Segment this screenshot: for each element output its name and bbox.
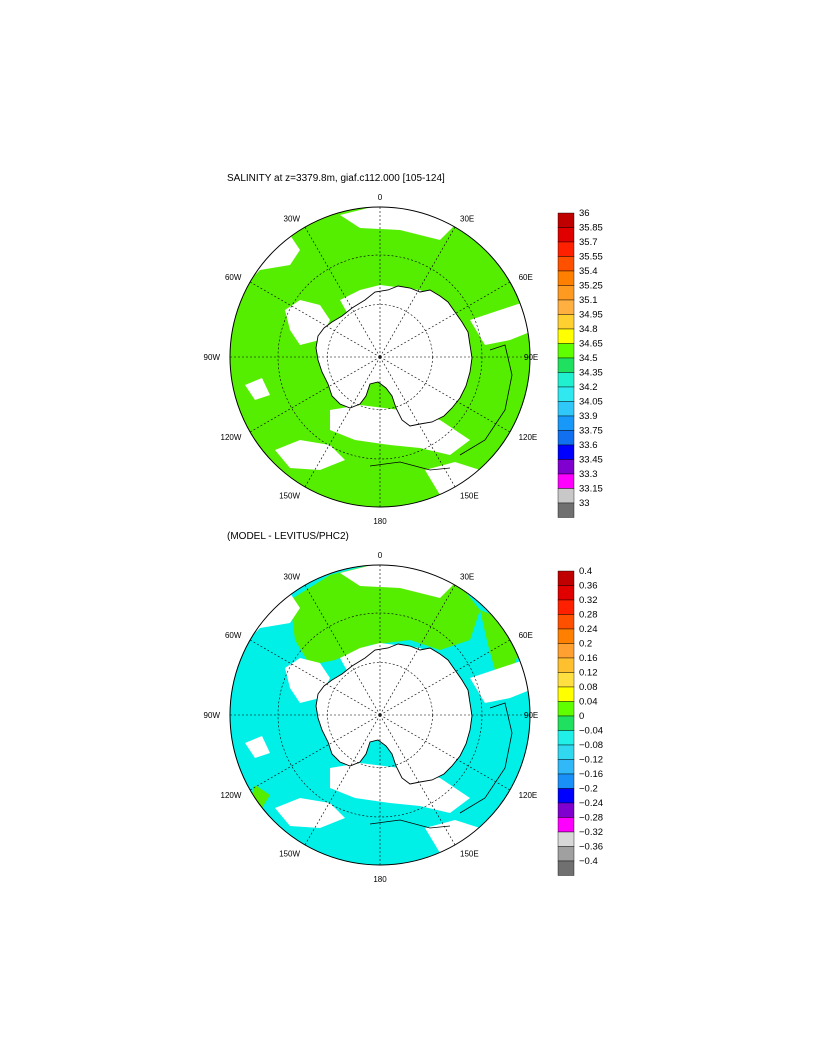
meridian-line — [304, 226, 381, 358]
no-data-region — [245, 736, 270, 758]
longitude-label: 90E — [524, 353, 538, 362]
longitude-label: 150W — [279, 850, 300, 859]
longitude-label: 150W — [279, 492, 300, 501]
meridian-line — [379, 584, 456, 716]
meridian-line — [379, 356, 511, 433]
meridian-line — [379, 226, 456, 358]
longitude-label: 120W — [221, 791, 242, 800]
longitude-label: 90E — [524, 711, 538, 720]
no-data-region — [330, 763, 470, 813]
antarctica-coastline — [315, 285, 473, 427]
contour-line — [459, 344, 513, 456]
longitude-label: 120E — [519, 791, 538, 800]
meridian-line — [249, 714, 381, 791]
panel-title-salinity: SALINITY at z=3379.8m, giaf.c112.000 [10… — [227, 173, 445, 184]
no-data-region — [285, 658, 330, 703]
map-boundary — [229, 564, 531, 866]
longitude-label: 120W — [221, 433, 242, 442]
meridian-line — [304, 356, 381, 488]
meridian-line — [304, 584, 381, 716]
positive-anomaly-region — [480, 610, 520, 675]
longitude-label: 30E — [460, 214, 474, 223]
longitude-label: 30W — [284, 572, 301, 581]
longitude-label: 90W — [204, 353, 221, 362]
contour-line — [459, 702, 513, 814]
meridian-line — [249, 356, 381, 433]
meridian-line — [379, 714, 511, 791]
longitude-label: 60W — [225, 631, 242, 640]
no-data-region — [330, 405, 470, 455]
longitude-label: 0 — [378, 193, 383, 202]
meridian-line — [379, 714, 456, 846]
meridian-line — [249, 639, 381, 716]
longitude-label: 30W — [284, 214, 301, 223]
longitude-label: 180 — [373, 875, 387, 884]
longitude-label: 60E — [519, 631, 533, 640]
antarctica-coastline — [315, 643, 473, 785]
longitude-label: 120E — [519, 433, 538, 442]
ocean-field — [230, 565, 530, 865]
meridian-line — [379, 281, 511, 358]
no-data-region — [470, 658, 530, 703]
meridian-line — [379, 639, 511, 716]
longitude-label: 180 — [373, 517, 387, 526]
longitude-label: 150E — [460, 850, 479, 859]
meridian-line — [379, 356, 456, 488]
no-data-region — [470, 300, 530, 345]
longitude-label: 90W — [204, 711, 221, 720]
panel-title-difference: (MODEL - LEVITUS/PHC2) — [227, 531, 349, 542]
longitude-label: 0 — [378, 551, 383, 560]
contour-line — [369, 819, 451, 829]
no-data-region — [245, 378, 270, 400]
longitude-label: 60W — [225, 273, 242, 282]
longitude-label: 30E — [460, 572, 474, 581]
longitude-label: 60E — [519, 273, 533, 282]
map-boundary — [229, 206, 531, 508]
meridian-line — [249, 281, 381, 358]
meridian-line — [304, 714, 381, 846]
ocean-field — [230, 207, 530, 507]
longitude-label: 150E — [460, 492, 479, 501]
no-data-region — [285, 300, 330, 345]
contour-line — [369, 461, 451, 471]
